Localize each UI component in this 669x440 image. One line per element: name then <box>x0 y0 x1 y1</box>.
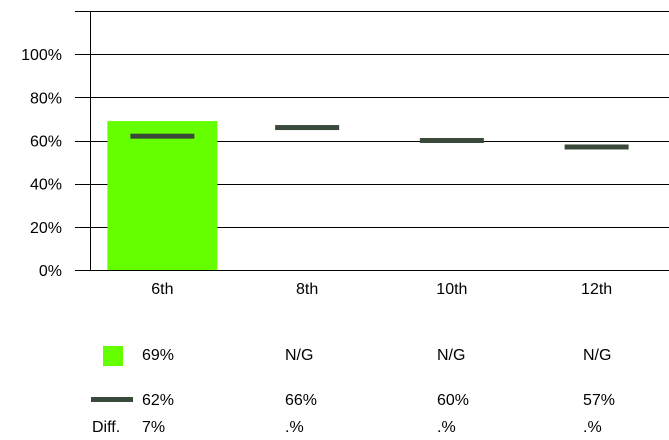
legend-bar-swatch <box>103 346 123 366</box>
legend-line-value-6th: 62% <box>142 392 175 409</box>
legend-line-swatch <box>91 397 133 402</box>
diff-value-12th: .% <box>583 419 602 436</box>
x-tick-label: 6th <box>151 281 173 298</box>
diff-value-10th: .% <box>437 419 456 436</box>
dash-mark <box>419 138 484 143</box>
legend-bar-value-12th: N/G <box>583 347 612 364</box>
dash-mark <box>564 144 629 150</box>
y-tick-label: 0% <box>39 263 62 280</box>
legend-bar-value-8th: N/G <box>285 347 314 364</box>
y-tick-label: 80% <box>30 90 62 107</box>
x-axis-ticks: 6th 8th 10th 12th <box>151 281 612 298</box>
x-tick-label: 10th <box>436 281 467 298</box>
diff-label: Diff. <box>92 419 121 436</box>
legend-row-bar: 69% N/G N/G N/G <box>0 344 669 368</box>
dash-mark <box>130 133 195 139</box>
x-tick-label: 12th <box>581 281 612 298</box>
y-axis-ticks: 0% 20% 40% 60% 80% 100% <box>21 47 62 280</box>
legend-row-line: 62% 66% 60% 57% <box>0 389 669 413</box>
legend-line-value-12th: 57% <box>583 392 616 409</box>
bars <box>107 121 218 270</box>
y-tick-label: 100% <box>21 47 62 64</box>
y-tick-label: 40% <box>30 177 62 194</box>
x-tick-label: 8th <box>296 281 318 298</box>
chart: 0% 20% 40% 60% 80% 100% 6th 8th 10th 12th <box>21 11 669 298</box>
y-tick-label: 20% <box>30 220 62 237</box>
dash-mark <box>275 125 340 131</box>
diff-value-6th: 7% <box>142 419 166 436</box>
bar <box>107 121 218 270</box>
axes <box>75 11 669 271</box>
series-dashes <box>130 125 629 150</box>
y-tick-label: 60% <box>30 134 62 151</box>
legend-line-value-8th: 66% <box>285 392 318 409</box>
legend-bar-value-10th: N/G <box>437 347 466 364</box>
legend-line-value-10th: 60% <box>437 392 470 409</box>
diff-value-8th: .% <box>285 419 304 436</box>
legend-row-diff: Diff. 7% .% .% .% <box>0 416 669 440</box>
legend-bar-value-6th: 69% <box>142 347 175 364</box>
